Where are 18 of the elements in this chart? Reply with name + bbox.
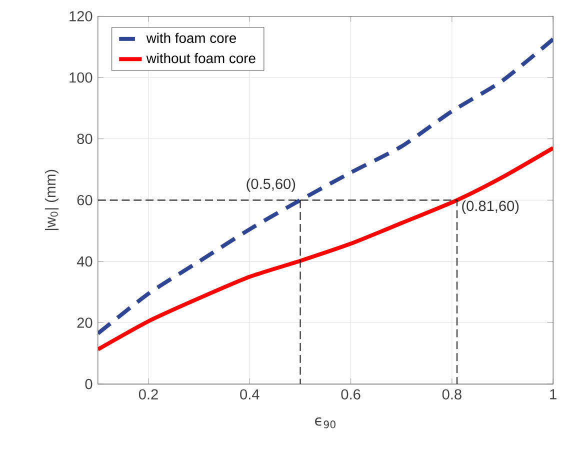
y-tick-label: 60	[77, 194, 92, 206]
y-tick-label: 100	[70, 72, 92, 82]
x-tick-label: 0.6	[341, 388, 360, 400]
y-tick-label: 80	[77, 133, 92, 144]
x-tick-label: 0.2	[138, 388, 158, 400]
annotation: (0.81,60)	[462, 200, 519, 214]
y-tick-label: 20	[77, 317, 92, 328]
x-tick-label: 1	[550, 388, 556, 399]
y-tick-label: 120	[70, 10, 92, 22]
legend-label: without foam core	[146, 52, 256, 63]
y-tick-label: 0	[85, 378, 92, 389]
annotation: (0.5,60)	[246, 178, 296, 192]
x-axis-title: ϵ$_{90}$	[315, 417, 336, 428]
x-tick-label: 0.8	[442, 388, 462, 400]
legend-label: with foam core	[146, 32, 236, 43]
x-tick-label: 0.4	[240, 388, 260, 400]
y-axis-title: |w$_{0}$| (mm)	[44, 170, 59, 230]
y-tick-label: 40	[76, 256, 92, 266]
